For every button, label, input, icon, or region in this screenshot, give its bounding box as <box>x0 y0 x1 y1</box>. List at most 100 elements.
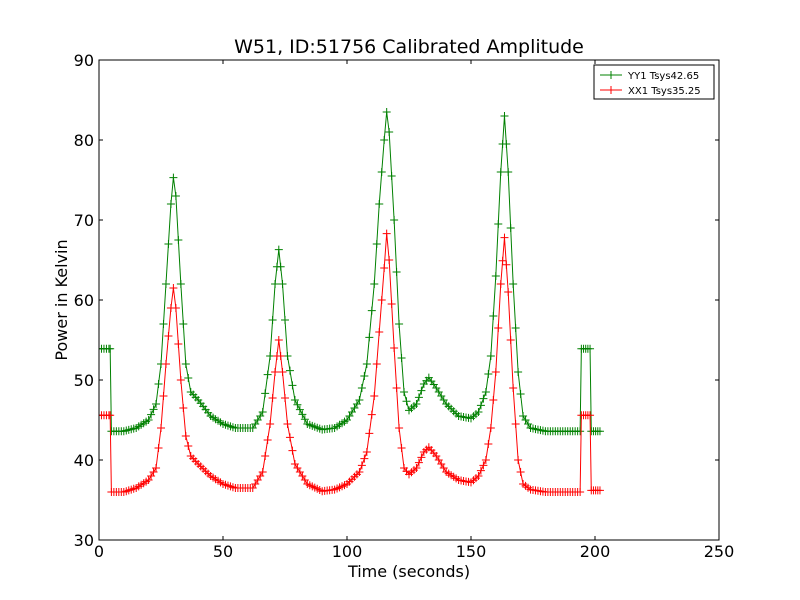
data-point <box>278 368 287 376</box>
data-point <box>169 284 178 292</box>
data-point <box>509 384 518 392</box>
x-tick-label: 200 <box>580 542 611 561</box>
data-point <box>476 466 485 475</box>
data-point <box>380 136 389 144</box>
data-point <box>161 280 170 288</box>
data-point <box>295 405 304 414</box>
data-point <box>586 344 595 353</box>
data-point <box>144 416 153 424</box>
data-point <box>506 336 515 344</box>
data-point <box>106 344 115 353</box>
data-point <box>161 360 170 368</box>
data-point <box>261 389 270 398</box>
x-axis-label: Time (seconds) <box>347 562 470 581</box>
data-point <box>595 486 604 495</box>
data-point <box>486 352 495 360</box>
data-point <box>179 404 188 412</box>
data-point <box>283 420 292 428</box>
data-point <box>412 400 421 408</box>
data-point <box>365 333 374 342</box>
x-tick-label: 150 <box>456 542 487 561</box>
data-point <box>387 172 396 180</box>
data-point <box>375 328 384 336</box>
data-point <box>360 372 369 380</box>
data-point <box>414 458 423 467</box>
data-point <box>258 468 267 476</box>
data-point <box>496 168 505 176</box>
data-point <box>412 464 421 472</box>
data-point <box>278 280 287 288</box>
data-point <box>293 400 302 409</box>
plot-frame <box>98 59 720 541</box>
data-point <box>176 376 185 384</box>
data-point <box>154 380 163 388</box>
data-point <box>474 472 483 480</box>
data-point <box>516 468 525 476</box>
y-tick-label: 50 <box>74 371 94 390</box>
data-point <box>385 128 394 136</box>
y-tick-label: 90 <box>74 51 94 70</box>
data-point <box>382 108 391 116</box>
data-point <box>290 396 299 404</box>
data-point <box>266 352 275 360</box>
legend-label: XX1 Tsys35.25 <box>628 86 701 97</box>
data-point <box>288 381 297 390</box>
data-point <box>498 256 507 265</box>
x-tick-label: 250 <box>704 542 735 561</box>
data-point <box>176 280 185 288</box>
data-point <box>300 415 309 424</box>
data-point <box>397 444 406 452</box>
data-point <box>276 262 285 271</box>
data-point <box>152 400 161 408</box>
data-point <box>263 436 272 444</box>
data-point <box>387 300 396 308</box>
y-tick-label: 40 <box>74 451 94 470</box>
data-point <box>154 444 163 452</box>
data-point <box>595 427 604 436</box>
x-tick-label: 50 <box>213 542 233 561</box>
data-point <box>367 306 376 315</box>
data-point <box>494 220 503 228</box>
data-point <box>276 352 285 360</box>
data-point <box>576 488 585 496</box>
data-point <box>506 224 515 232</box>
data-point <box>377 296 386 304</box>
data-point <box>362 448 371 456</box>
data-point <box>285 366 294 375</box>
data-point <box>152 464 161 472</box>
data-point <box>486 424 495 432</box>
data-point <box>382 229 391 238</box>
data-point <box>511 324 520 332</box>
data-point <box>164 240 173 248</box>
data-point <box>397 354 406 362</box>
legend-marker <box>607 71 615 79</box>
data-point <box>357 384 366 392</box>
data-point <box>494 324 503 332</box>
data-point <box>164 332 173 340</box>
x-tick-label: 100 <box>332 542 363 561</box>
data-point <box>395 424 404 432</box>
y-tick-label: 80 <box>74 131 94 150</box>
data-point <box>385 256 394 264</box>
series-2 <box>99 229 604 496</box>
data-point <box>285 433 294 442</box>
y-tick-label: 70 <box>74 211 94 230</box>
data-point <box>360 454 369 463</box>
data-point <box>181 360 190 368</box>
data-point <box>491 368 500 376</box>
data-point <box>481 456 490 464</box>
data-point <box>184 442 193 450</box>
data-point <box>516 390 525 398</box>
data-point <box>355 396 364 404</box>
data-point <box>266 420 275 428</box>
data-point <box>502 140 511 148</box>
data-point <box>281 316 289 324</box>
x-tick-label: 0 <box>94 542 104 561</box>
data-point <box>174 236 183 244</box>
data-point <box>514 368 523 376</box>
data-point <box>392 384 401 392</box>
data-point <box>288 446 297 455</box>
data-point <box>271 368 280 376</box>
data-point <box>370 280 379 288</box>
